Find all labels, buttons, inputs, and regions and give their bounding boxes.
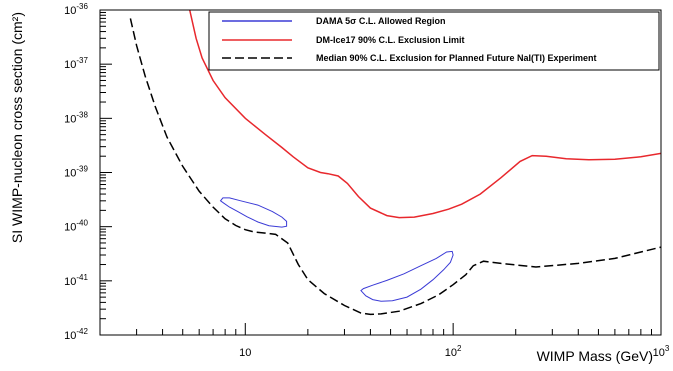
- series-0-curve-0: [219, 197, 288, 228]
- axis-tick-labels: 10-42 10-41 10-40 10-39 10-38 10-37 10-36 10 102…: [64, 2, 670, 359]
- y-tick-label: 10-37: [64, 56, 88, 71]
- legend: DAMA 5σ C.L. Allowed Region DM-Ice17 90% …: [208, 11, 660, 71]
- series-2-curve: [129, 18, 661, 316]
- y-tick-label: 10-36: [64, 2, 88, 17]
- legend-label: Median 90% C.L. Exclusion for Planned Fu…: [316, 53, 597, 63]
- y-tick-label: 10-41: [64, 273, 88, 288]
- y-tick-label: 10-39: [64, 165, 88, 180]
- x-tick-label: 10: [239, 347, 251, 359]
- y-tick-label: 10-42: [64, 327, 88, 342]
- curves-layer: [129, 10, 661, 316]
- legend-label: DAMA 5σ C.L. Allowed Region: [316, 16, 446, 26]
- y-tick-label: 10-38: [64, 110, 88, 125]
- series-0-curve-1: [360, 250, 454, 302]
- x-tick-label: 102: [445, 344, 462, 359]
- x-tick-label: 103: [653, 344, 670, 359]
- y-axis-title: SI WIMP-nucleon cross section (cm²): [9, 12, 25, 243]
- axis-ticks: [99, 9, 662, 336]
- x-axis-title: WIMP Mass (GeV): [537, 348, 653, 364]
- series-1-curve: [188, 10, 661, 219]
- legend-label: DM-Ice17 90% C.L. Exclusion Limit: [316, 35, 465, 45]
- y-tick-label: 10-40: [64, 219, 88, 234]
